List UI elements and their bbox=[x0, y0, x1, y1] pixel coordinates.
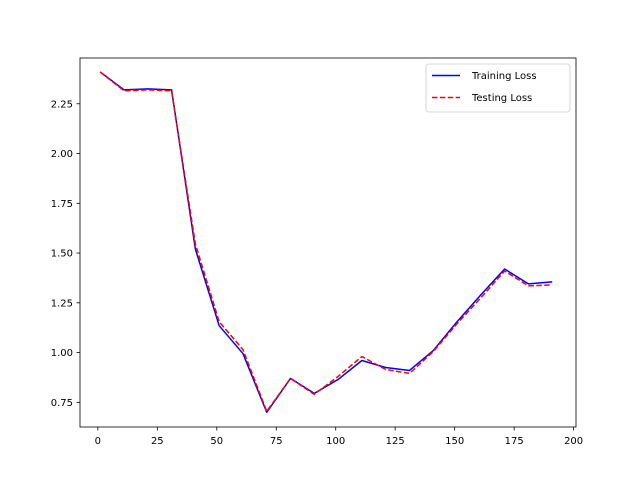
legend-label-training-loss: Training Loss bbox=[471, 71, 537, 82]
legend: Training Loss Testing Loss bbox=[425, 63, 571, 113]
y-tick-label: 1.75 bbox=[51, 199, 73, 210]
y-tick-label: 2.00 bbox=[51, 149, 73, 160]
x-tick-label: 200 bbox=[564, 436, 583, 447]
x-tick-label: 175 bbox=[505, 436, 524, 447]
y-tick-label: 1.00 bbox=[51, 348, 73, 359]
legend-box bbox=[425, 63, 571, 113]
y-tick-label: 1.25 bbox=[51, 298, 73, 309]
series-line-testing-loss bbox=[99, 71, 553, 413]
x-tick-label: 50 bbox=[210, 436, 223, 447]
y-tick-label: 0.75 bbox=[51, 398, 73, 409]
x-tick-label: 150 bbox=[445, 436, 464, 447]
x-tick-label: 100 bbox=[326, 436, 345, 447]
axes-frame bbox=[79, 57, 577, 428]
plot-area: 0 25 50 75 100 125 150 175 200 0.75 1.00 1.25 1.50 1.… bbox=[51, 57, 583, 447]
y-tick-label: 2.25 bbox=[51, 99, 73, 110]
legend-label-testing-loss: Testing Loss bbox=[471, 93, 532, 104]
y-tick-label: 1.50 bbox=[51, 249, 73, 260]
x-tick-label: 75 bbox=[270, 436, 283, 447]
x-tick-label: 25 bbox=[151, 436, 164, 447]
x-tick-label: 125 bbox=[386, 436, 405, 447]
x-tick-label: 0 bbox=[95, 436, 101, 447]
